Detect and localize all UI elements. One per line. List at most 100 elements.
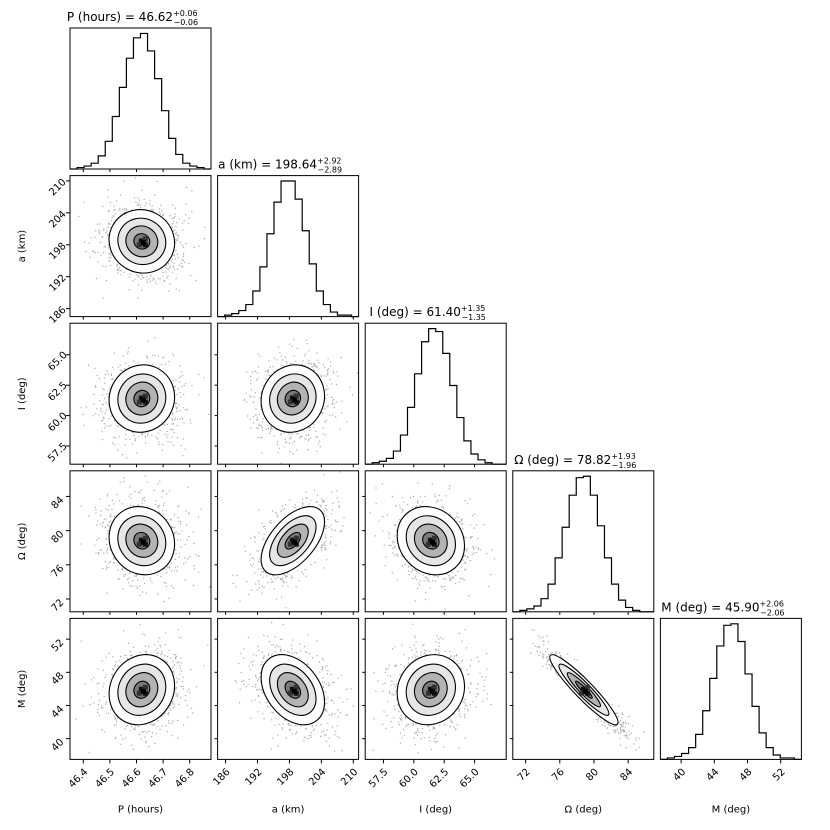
- x-axis-label: I (deg): [419, 804, 452, 815]
- density-peak: [287, 541, 293, 547]
- y-tick-label: 60.0: [46, 411, 70, 435]
- density-peak: [287, 690, 293, 696]
- panel-frame: [659, 617, 802, 760]
- y-tick-label: 72: [50, 597, 67, 614]
- density-peak: [140, 240, 146, 246]
- y-tick-label: 76: [50, 563, 67, 580]
- x-tick-label: 186: [211, 767, 232, 788]
- x-tick-label: 40: [671, 767, 688, 784]
- density-peak: [140, 539, 146, 545]
- histogram-Omega: Ω (deg) = 78.82+1.93 −1.96: [512, 452, 655, 613]
- x-tick-label: 204: [307, 767, 328, 788]
- density-peak: [142, 535, 148, 541]
- x-tick-label: 60.0: [397, 767, 421, 791]
- density-peak: [582, 688, 588, 694]
- panel-frame: [364, 470, 507, 613]
- histogram-steps: [512, 475, 654, 613]
- y-axis-label: Ω (deg): [17, 522, 28, 560]
- x-tick-label: 72: [516, 767, 533, 784]
- x-axis-P: 46.4 46.5 46.6 46.7 46.8 P (hours): [67, 759, 197, 815]
- x-axis-Omega: 72 76 80 84 Ω (deg): [516, 759, 635, 815]
- density-peak: [431, 684, 437, 690]
- density-peak: [287, 399, 293, 405]
- x-axis-label: P (hours): [118, 804, 163, 815]
- panel-Omega-M: [512, 617, 655, 760]
- panel-P-I: [69, 322, 212, 465]
- histogram-P: P (hours) = 46.62+0.06 −0.06: [67, 9, 212, 170]
- density-peak: [584, 684, 590, 690]
- x-tick-label: 84: [618, 767, 635, 784]
- y-tick-label: 44: [50, 704, 67, 721]
- panel-a-Omega: [217, 470, 360, 613]
- panel-frame: [69, 470, 212, 613]
- x-axis-label: a (km): [272, 804, 305, 815]
- density-peak: [142, 236, 148, 242]
- y-axis-I: 57.5 60.0 62.5 65.0 I (deg): [17, 350, 70, 464]
- panel-frame: [69, 617, 212, 760]
- panel-I-M: [364, 617, 507, 760]
- x-axis-label: M (deg): [712, 804, 751, 815]
- y-tick-label: 84: [50, 495, 67, 512]
- title-P: P (hours) = 46.62+0.06 −0.06: [67, 9, 198, 27]
- density-peak: [291, 539, 297, 545]
- x-tick-label: 46.5: [93, 767, 117, 791]
- panel-frame: [364, 617, 507, 760]
- y-tick-label: 52: [50, 637, 67, 654]
- x-tick-label: 76: [550, 767, 567, 784]
- x-tick-label: 62.5: [428, 767, 452, 791]
- density-peak: [425, 541, 431, 547]
- scatter-points: [80, 337, 210, 459]
- y-axis-Omega: 72 76 80 84 Ω (deg): [17, 495, 70, 614]
- density-peak: [429, 688, 435, 694]
- x-axis-M: 40 44 48 52 M (deg): [671, 759, 788, 815]
- y-axis-label: M (deg): [17, 670, 28, 709]
- x-tick-label: 44: [705, 767, 722, 784]
- density-peak: [136, 242, 142, 248]
- panel-frame: [69, 27, 212, 170]
- y-axis-M: 40 44 48 52 M (deg): [17, 637, 70, 754]
- y-axis-label: a (km): [17, 230, 28, 263]
- y-tick-label: 48: [50, 671, 67, 688]
- title-Omega: Ω (deg) = 78.82+1.93 −1.96: [514, 452, 636, 470]
- panel-P-Omega: [69, 470, 212, 613]
- y-tick-label: 192: [47, 273, 68, 294]
- panel-frame: [217, 470, 360, 613]
- histogram-M: M (deg) = 45.90+2.06 −2.06: [659, 599, 802, 760]
- panel-frame: [512, 470, 655, 613]
- y-axis-label: I (deg): [17, 377, 28, 410]
- density-peak: [136, 690, 142, 696]
- histogram-I: I (deg) = 61.40+1.35 −1.35: [364, 304, 507, 465]
- density-peak: [293, 684, 299, 690]
- y-tick-label: 80: [50, 529, 67, 546]
- x-tick-label: 46.6: [120, 767, 144, 791]
- panel-P-M: [69, 617, 212, 760]
- panel-P-a: [69, 175, 212, 318]
- y-tick-label: 198: [47, 241, 68, 262]
- panel-a-I: [217, 322, 360, 465]
- x-tick-label: 48: [738, 767, 755, 784]
- density-peak: [291, 688, 297, 694]
- panel-frame: [69, 322, 212, 465]
- x-tick-label: 46.8: [173, 767, 197, 791]
- x-axis-a: 186 192 198 204 210 a (km): [211, 759, 360, 815]
- y-tick-label: 40: [50, 737, 67, 754]
- panel-frame: [69, 175, 212, 318]
- y-tick-label: 186: [47, 305, 68, 326]
- density-peak: [142, 393, 148, 399]
- density-peak: [136, 541, 142, 547]
- density-peak: [429, 539, 435, 545]
- x-axis-label: Ω (deg): [565, 804, 603, 815]
- density-peak: [291, 397, 297, 403]
- y-tick-label: 204: [47, 209, 68, 230]
- y-tick-label: 62.5: [46, 380, 70, 404]
- x-tick-label: 57.5: [367, 767, 391, 791]
- density-peak: [425, 690, 431, 696]
- x-tick-label: 65.0: [458, 767, 482, 791]
- density-peak: [431, 535, 437, 541]
- title-M: M (deg) = 45.90+2.06 −2.06: [661, 599, 784, 617]
- histogram-steps: [660, 623, 802, 760]
- panel-frame: [217, 617, 360, 760]
- y-tick-label: 210: [47, 177, 68, 198]
- x-axis-I: 57.5 60.0 62.5 65.0 I (deg): [367, 759, 482, 815]
